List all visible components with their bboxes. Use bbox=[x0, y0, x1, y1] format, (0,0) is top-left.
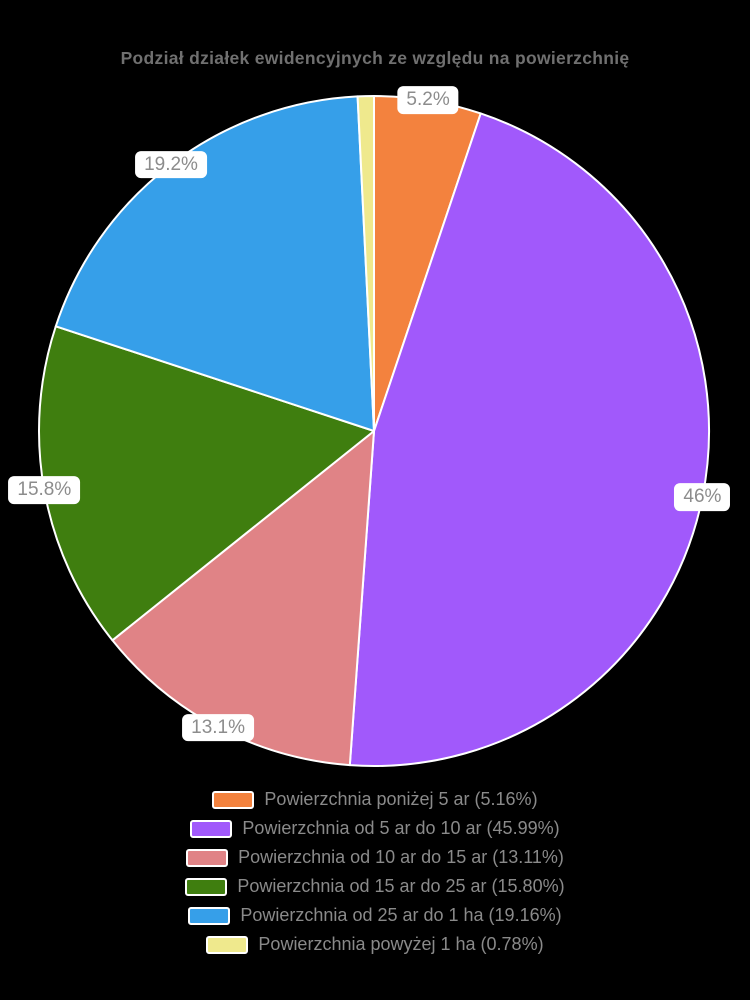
legend-label-3: Powierzchnia od 10 ar do 15 ar (13.11%) bbox=[238, 847, 564, 867]
legend-label-6: Powierzchnia powyżej 1 ha (0.78%) bbox=[258, 934, 544, 954]
legend-item-5[interactable]: Powierzchnia od 25 ar do 1 ha (19.16%) bbox=[188, 905, 562, 925]
legend-item-1[interactable]: Powierzchnia poniżej 5 ar (5.16%) bbox=[212, 789, 538, 809]
legend-swatch-1 bbox=[212, 790, 255, 809]
legend-label-1: Powierzchnia poniżej 5 ar (5.16%) bbox=[264, 789, 538, 809]
legend-label-5: Powierzchnia od 25 ar do 1 ha (19.16%) bbox=[240, 905, 562, 925]
slice-value-label-4: 15.8% bbox=[8, 476, 81, 505]
legend-swatch-2 bbox=[190, 819, 233, 838]
pie-slice-6[interactable] bbox=[356, 94, 375, 432]
slice-value-label-5: 19.2% bbox=[135, 150, 207, 179]
slice-value-label-2: 46% bbox=[674, 483, 731, 511]
legend-swatch-4 bbox=[185, 877, 228, 896]
legend-swatch-6 bbox=[206, 935, 249, 954]
slice-value-label-1: 5.2% bbox=[397, 86, 459, 115]
legend-label-4: Powierzchnia od 15 ar do 25 ar (15.80%) bbox=[237, 876, 565, 896]
legend-swatch-3 bbox=[186, 848, 229, 867]
legend-item-3[interactable]: Powierzchnia od 10 ar do 15 ar (13.11%) bbox=[186, 848, 564, 867]
legend-item-6[interactable]: Powierzchnia powyżej 1 ha (0.78%) bbox=[206, 934, 544, 954]
legend-swatch-5 bbox=[188, 906, 231, 925]
chart-legend: Powierzchnia poniżej 5 ar (5.16%) Powierz… bbox=[0, 790, 750, 954]
chart-title: Podział działek ewidencyjnych ze względu… bbox=[120, 48, 630, 68]
legend-label-2: Powierzchnia od 5 ar do 10 ar (45.99%) bbox=[242, 818, 560, 838]
slice-value-label-3: 13.1% bbox=[182, 713, 255, 742]
legend-item-2[interactable]: Powierzchnia od 5 ar do 10 ar (45.99%) bbox=[190, 818, 560, 838]
legend-item-4[interactable]: Powierzchnia od 15 ar do 25 ar (15.80%) bbox=[185, 876, 565, 896]
